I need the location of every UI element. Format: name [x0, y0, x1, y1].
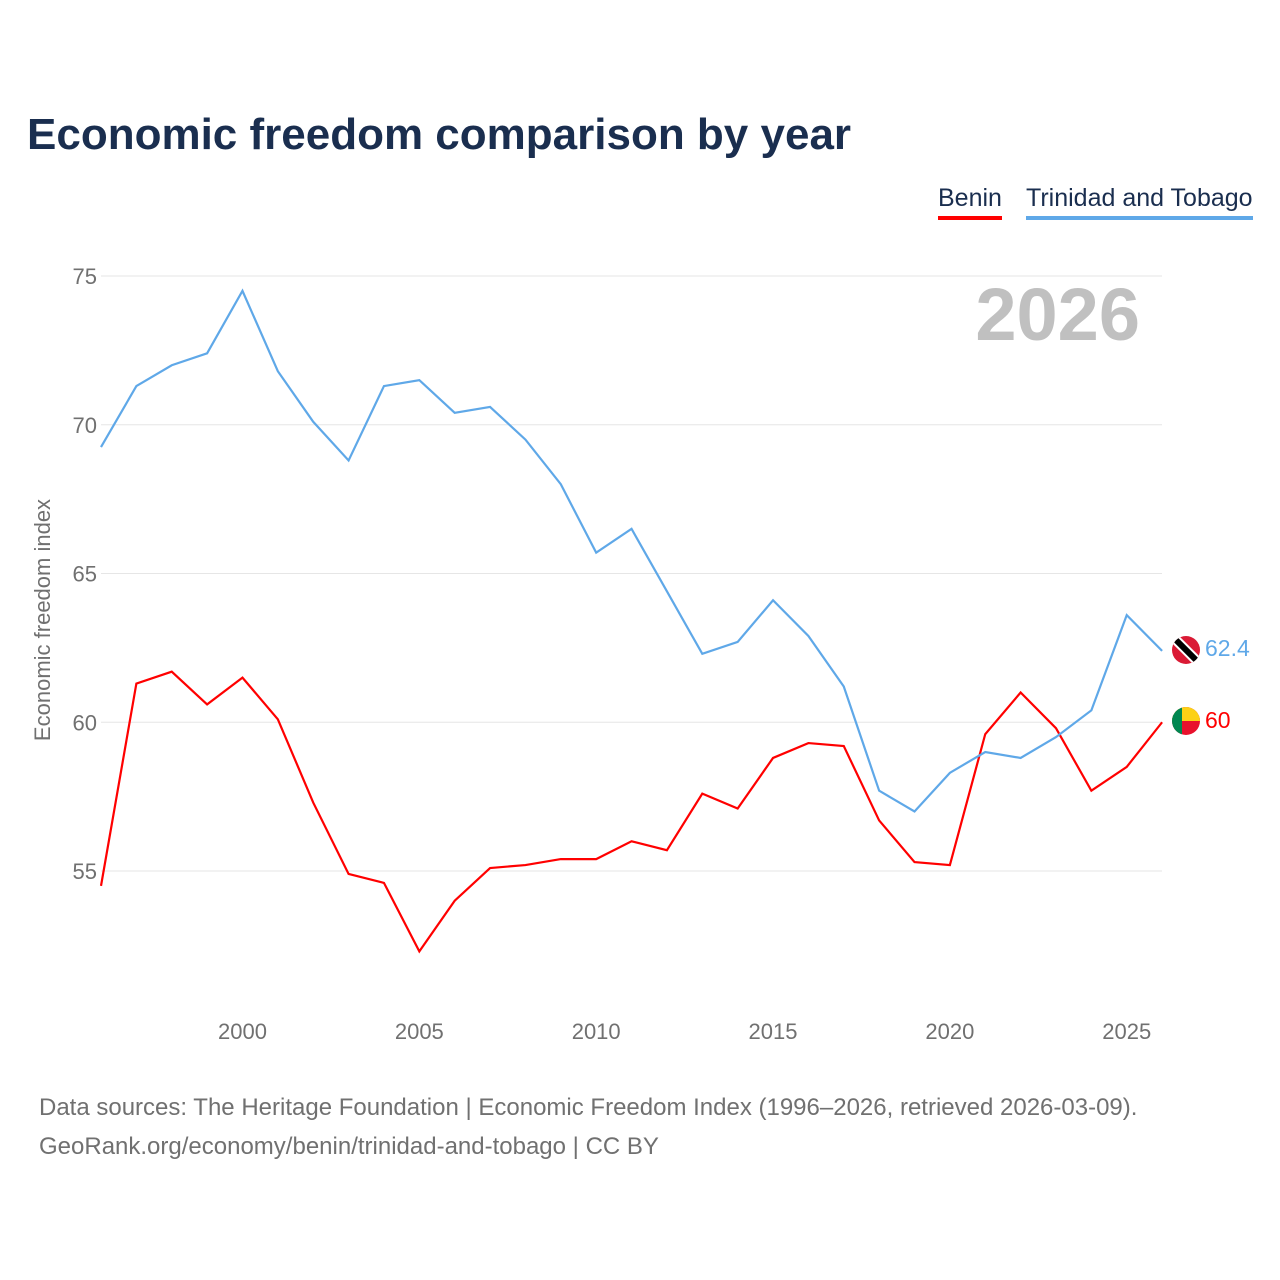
y-axis-label: Economic freedom index — [30, 499, 55, 741]
y-tick-label: 55 — [73, 859, 97, 884]
y-tick-label: 65 — [73, 562, 97, 587]
legend-benin[interactable]: Benin — [938, 184, 1002, 220]
end-label-benin: 60 — [1205, 707, 1231, 733]
y-tick-label: 75 — [73, 264, 97, 289]
x-tick-label: 2000 — [218, 1019, 267, 1044]
end-label-trinidad: 62.4 — [1205, 635, 1250, 661]
y-tick-label: 60 — [73, 710, 97, 735]
benin-flag-icon — [1172, 707, 1200, 735]
x-tick-label: 2020 — [925, 1019, 974, 1044]
x-tick-label: 2015 — [749, 1019, 798, 1044]
x-tick-label: 2010 — [572, 1019, 621, 1044]
source-text: Data sources: The Heritage Foundation | … — [39, 1094, 1138, 1121]
year-watermark: 2026 — [975, 273, 1140, 356]
trinidad-flag-icon — [1172, 636, 1200, 664]
legend-trinidad-and-tobago[interactable]: Trinidad and Tobago — [1026, 184, 1253, 220]
x-tick-label: 2025 — [1102, 1019, 1151, 1044]
x-tick-label: 2005 — [395, 1019, 444, 1044]
source-link[interactable]: GeoRank.org/economy/benin/trinidad-and-t… — [39, 1133, 659, 1160]
footer: Data sources: The Heritage Foundation | … — [39, 1088, 1137, 1166]
series-line-trinidad-and-tobago — [100, 288, 1163, 813]
series-line-benin — [99, 670, 1163, 954]
chart-title: Economic freedom comparison by year — [27, 110, 852, 159]
y-tick-label: 70 — [73, 413, 97, 438]
